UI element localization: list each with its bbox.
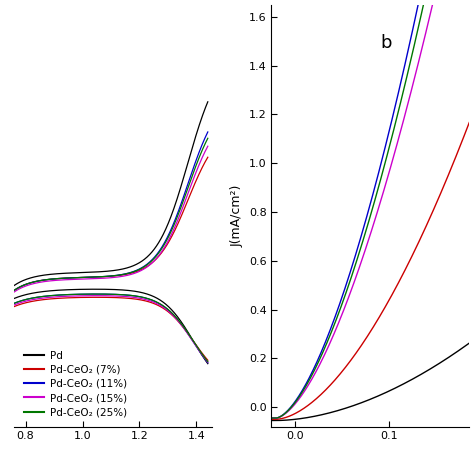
Y-axis label: J(mA/cm²): J(mA/cm²) [230,184,243,247]
Text: b: b [380,34,392,52]
Legend: Pd, Pd-CeO₂ (7%), Pd-CeO₂ (11%), Pd-CeO₂ (15%), Pd-CeO₂ (25%): Pd, Pd-CeO₂ (7%), Pd-CeO₂ (11%), Pd-CeO₂… [19,346,131,421]
